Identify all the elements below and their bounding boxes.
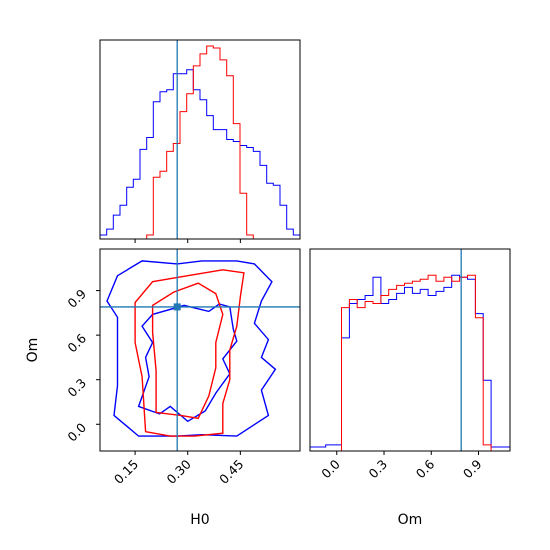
- h0-histogram-series: [100, 45, 300, 240]
- om-xticks: 0.0 0.3 0.6 0.9: [318, 451, 485, 482]
- om-ytick-label-0: 0.0: [64, 420, 89, 445]
- om-histogram-series-0: [310, 274, 510, 448]
- h0-om-frame: [99, 248, 301, 452]
- contour-0: [106, 260, 277, 437]
- contour-3: [151, 282, 224, 420]
- contour-1: [137, 303, 238, 423]
- om-ytick-label-1: 0.3: [64, 375, 89, 400]
- om-xtick-label-2: 0.6: [413, 456, 438, 481]
- om-yticks: 0.0 0.3 0.6 0.9: [64, 286, 100, 444]
- h0-xtick-label-2: 0.45: [216, 457, 246, 487]
- om-ytick-label-2: 0.6: [64, 331, 89, 356]
- h0-marginal-frame: [99, 39, 301, 240]
- h0-xticks: 0.15 0.30 0.45: [111, 451, 246, 487]
- panel-h0-marginal: [99, 39, 301, 243]
- contour-2: [134, 269, 245, 437]
- h0-xtick-label-1: 0.30: [164, 456, 194, 486]
- truth-point-marker: [173, 303, 181, 311]
- om-marginal-frame: [309, 248, 511, 452]
- om-histogram-series-1: [310, 274, 510, 452]
- h0-xtick-label-0: 0.15: [111, 457, 141, 487]
- om-ytick-label-3: 0.9: [64, 286, 89, 311]
- h0-histogram-series-0: [100, 69, 300, 236]
- x-axis-label-h0: H0: [190, 512, 209, 528]
- h0-histogram-series-1: [100, 45, 300, 240]
- om-xtick-label-3: 0.9: [460, 456, 485, 481]
- panel-h0-om-2d: 0.15 0.30 0.45 0.0 0.3 0.6 0.9 H0 Om: [25, 248, 301, 528]
- om-xtick-label-1: 0.3: [365, 457, 390, 482]
- panel-om-marginal: 0.0 0.3 0.6 0.9 Om: [309, 248, 511, 528]
- y-axis-label-om: Om: [25, 338, 41, 363]
- h0-marginal-xticks: [134, 239, 241, 243]
- h0-om-contours: [106, 260, 277, 437]
- x-axis-label-om: Om: [398, 512, 423, 528]
- om-histogram-series: [310, 274, 510, 452]
- om-xtick-label-0: 0.0: [318, 456, 343, 481]
